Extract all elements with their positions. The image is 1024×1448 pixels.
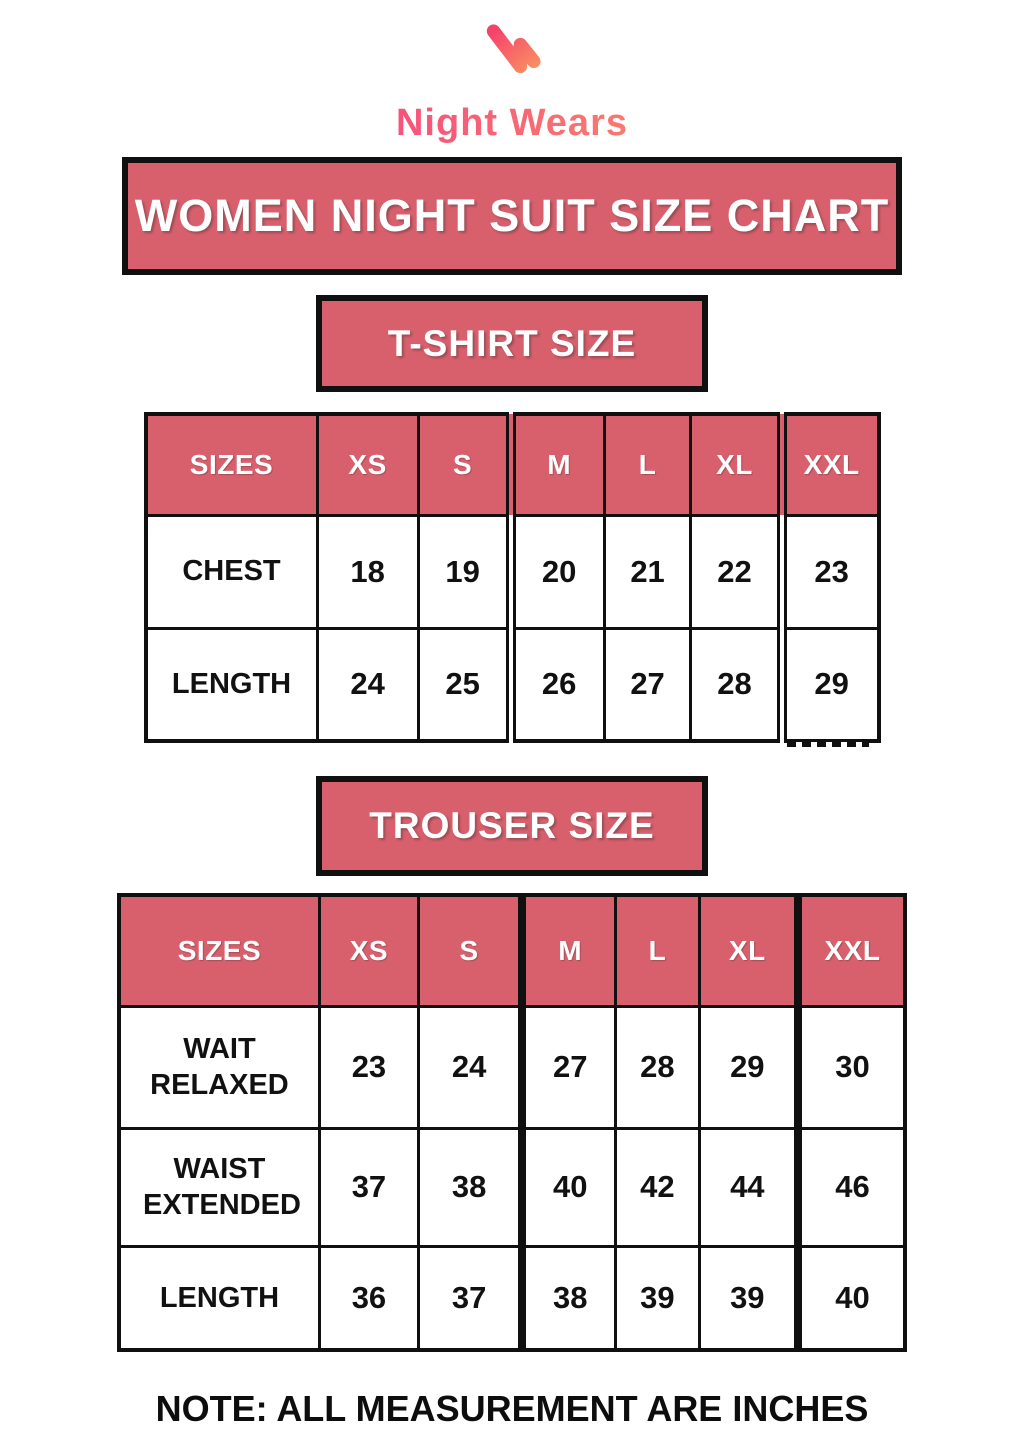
- row-label-cell: WAIST EXTENDED: [117, 1126, 321, 1248]
- header-cell-s: S: [416, 412, 513, 517]
- value-cell: 24: [315, 626, 420, 743]
- value-cell: 46: [794, 1126, 907, 1248]
- trouser-waist-extended-row: WAIST EXTENDED 37 38 40 42 44 46: [117, 1126, 907, 1248]
- header-cell-sizes: SIZES: [117, 893, 321, 1008]
- header-cell-xl: XL: [689, 412, 784, 517]
- value-cell: 40: [518, 1126, 618, 1248]
- value-cell: 29: [776, 626, 880, 743]
- trouser-length-row: LENGTH 36 37 38 39 39 40: [117, 1244, 907, 1352]
- value-cell: 40: [794, 1244, 907, 1352]
- value-cell: 27: [518, 1004, 618, 1130]
- page-title: WOMEN NIGHT SUIT SIZE CHART: [122, 157, 902, 275]
- tshirt-header-row: SIZES XS S M L XL XXL: [144, 412, 880, 517]
- header-cell-sizes: SIZES: [144, 412, 319, 517]
- value-cell: 21: [602, 513, 693, 630]
- n-monogram-icon: [486, 20, 541, 95]
- header-cell-l: L: [614, 893, 701, 1008]
- header-cell-xxl: XXL: [776, 412, 880, 517]
- header-cell-l: L: [602, 412, 693, 517]
- tshirt-size-table: SIZES XS S M L XL XXL CHEST 18 19 20 21 …: [143, 412, 881, 743]
- value-cell: 37: [416, 1244, 524, 1352]
- row-label-cell: LENGTH: [144, 626, 319, 743]
- value-cell: 19: [416, 513, 513, 630]
- value-cell: 29: [697, 1004, 800, 1130]
- value-cell: 37: [317, 1126, 420, 1248]
- trouser-section-title: TROUSER SIZE: [316, 776, 708, 876]
- value-cell: 28: [614, 1004, 701, 1130]
- tshirt-table-wrap: SIZES XS S M L XL XXL CHEST 18 19 20 21 …: [143, 412, 881, 747]
- value-cell: 23: [776, 513, 880, 630]
- header-cell-s: S: [416, 893, 524, 1008]
- value-cell: 25: [416, 626, 513, 743]
- header-cell-xxl: XXL: [794, 893, 907, 1008]
- tshirt-section-title-text: T-SHIRT SIZE: [387, 322, 637, 364]
- row-label-cell: WAIT RELAXED: [117, 1004, 321, 1130]
- trouser-waist-relaxed-row: WAIT RELAXED 23 24 27 28 29 30: [117, 1004, 907, 1130]
- value-cell: 23: [317, 1004, 420, 1130]
- value-cell: 42: [614, 1126, 701, 1248]
- value-cell: 44: [697, 1126, 800, 1248]
- value-cell: 27: [602, 626, 693, 743]
- value-cell: 30: [794, 1004, 907, 1130]
- value-cell: 39: [697, 1244, 800, 1352]
- value-cell: 39: [614, 1244, 701, 1352]
- trouser-header-row: SIZES XS S M L XL XXL: [117, 893, 907, 1008]
- brand-name: Night Wears: [395, 102, 628, 144]
- tshirt-length-row: LENGTH 24 25 26 27 28 29: [144, 626, 880, 743]
- value-cell: 22: [689, 513, 784, 630]
- value-cell: 18: [315, 513, 420, 630]
- value-cell: 38: [416, 1126, 524, 1248]
- header-cell-xl: XL: [697, 893, 800, 1008]
- measurement-note: NOTE: ALL MEASUREMENT ARE INCHES: [155, 1388, 869, 1429]
- trouser-table-wrap: SIZES XS S M L XL XXL WAIT RELAXED 23 24…: [117, 893, 907, 1352]
- trouser-section-title-text: TROUSER SIZE: [369, 805, 655, 846]
- tshirt-chest-row: CHEST 18 19 20 21 22 23: [144, 513, 880, 630]
- header-cell-m: M: [518, 893, 618, 1008]
- page-title-text: WOMEN NIGHT SUIT SIZE CHART: [134, 190, 890, 241]
- brand-header: Night Wears: [396, 16, 628, 145]
- header-cell-xs: XS: [317, 893, 420, 1008]
- header-cell-m: M: [505, 412, 606, 517]
- value-cell: 20: [505, 513, 606, 630]
- header-cell-xs: XS: [315, 412, 420, 517]
- value-cell: 36: [317, 1244, 420, 1352]
- value-cell: 28: [689, 626, 784, 743]
- value-cell: 38: [518, 1244, 618, 1352]
- value-cell: 26: [505, 626, 606, 743]
- dashed-border-artifact: [786, 742, 869, 747]
- row-label-cell: LENGTH: [117, 1244, 321, 1352]
- row-label-cell: CHEST: [144, 513, 319, 630]
- trouser-size-table: SIZES XS S M L XL XXL WAIT RELAXED 23 24…: [117, 893, 907, 1352]
- value-cell: 24: [416, 1004, 524, 1130]
- tshirt-section-title: T-SHIRT SIZE: [316, 295, 708, 392]
